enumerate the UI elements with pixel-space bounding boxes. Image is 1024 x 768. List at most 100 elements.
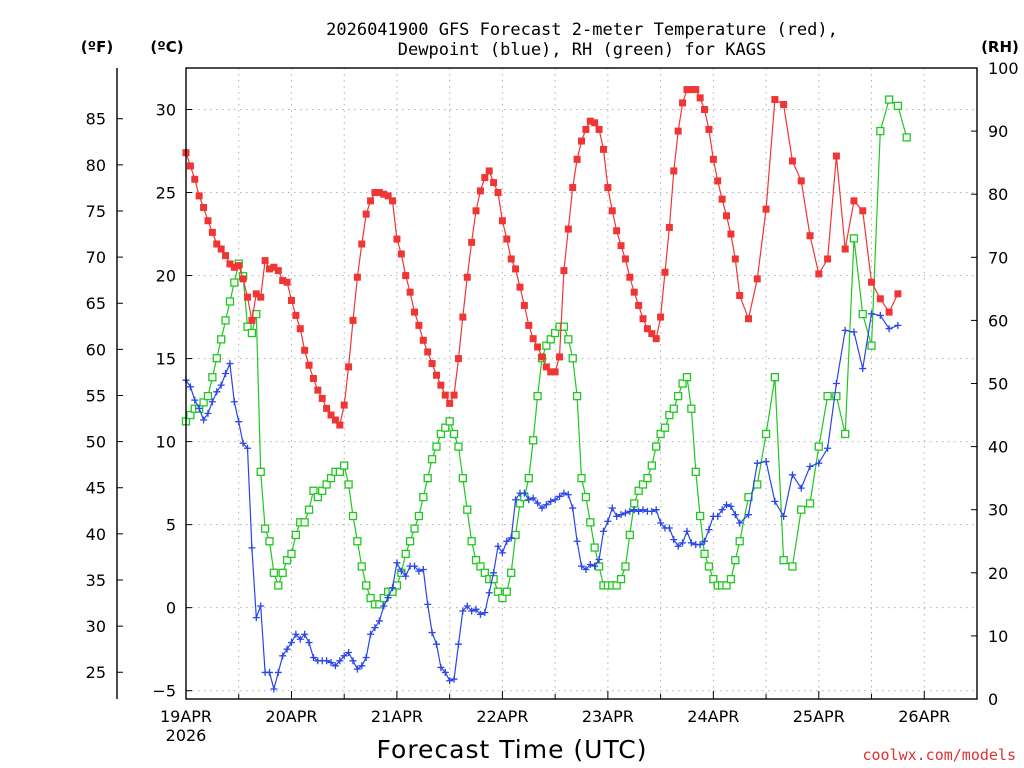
dewpoint-point	[384, 594, 392, 602]
rh-point	[823, 391, 832, 401]
dewpoint-point	[832, 380, 840, 387]
dewpoint-point	[630, 506, 638, 514]
dewpoint-point	[296, 635, 304, 643]
dewpoint-point	[599, 527, 607, 535]
2-meter-temperature-point	[608, 207, 616, 215]
rh-tick-label: 90	[988, 122, 1008, 141]
dewpoint-point	[481, 609, 489, 617]
dewpoint-point	[859, 365, 867, 373]
rh-point	[454, 442, 463, 451]
rh-point	[326, 473, 336, 483]
2-meter-temperature-point	[384, 192, 392, 200]
dewpoint-point	[586, 560, 594, 568]
dewpoint-point	[270, 685, 278, 693]
dewpoint-point	[244, 444, 252, 452]
celsius-unit-label: (ºC)	[150, 38, 183, 56]
2-meter-temperature-point	[393, 235, 401, 243]
2-meter-temperature-point	[705, 125, 713, 133]
fahrenheit-tick-label: 80	[86, 156, 106, 175]
dewpoint-point	[683, 527, 691, 535]
2-meter-temperature-point	[485, 167, 493, 175]
dewpoint-point	[841, 326, 849, 334]
dewpoint-point	[490, 569, 498, 577]
dewpoint-point	[648, 507, 656, 515]
rh-point	[287, 549, 296, 559]
rh-point	[471, 556, 481, 565]
2-meter-temperature-series	[182, 86, 902, 429]
2-meter-temperature-point	[331, 416, 339, 424]
2-meter-temperature-point	[498, 217, 506, 225]
fahrenheit-tick-label: 35	[86, 571, 106, 590]
2-meter-temperature-point	[753, 275, 761, 283]
credit-text: coolwx.com/models	[862, 746, 1016, 764]
rh-point	[313, 492, 322, 502]
rh-point	[568, 354, 577, 363]
2-meter-temperature-point	[665, 223, 673, 231]
dewpoint-point	[498, 549, 506, 557]
2-meter-temperature-point	[323, 404, 331, 412]
celsius-tick-label: 25	[156, 184, 176, 203]
rh-point	[300, 518, 309, 527]
2-meter-temperature-point	[195, 192, 203, 200]
rh-point	[230, 278, 239, 287]
dewpoint-point	[525, 496, 533, 504]
dewpoint-point	[411, 562, 419, 570]
dewpoint-point	[507, 534, 515, 542]
dewpoint-point	[191, 396, 199, 404]
2-meter-temperature-point	[643, 325, 651, 333]
celsius-tick-label: −5	[152, 682, 176, 701]
rh-unit-label: (RH)	[981, 38, 1019, 56]
dewpoint-point	[797, 484, 805, 492]
dewpoint-point	[393, 559, 401, 567]
dewpoint-point	[573, 537, 581, 545]
rh-point	[401, 549, 410, 559]
rh-point	[669, 404, 678, 413]
dewpoint-point	[358, 662, 366, 670]
rh-point	[423, 473, 432, 483]
2-meter-temperature-point	[639, 315, 647, 323]
rh-point	[542, 341, 551, 350]
2-meter-temperature-point	[472, 207, 480, 215]
2-meter-temperature-point	[314, 386, 322, 394]
dewpoint-point	[652, 506, 660, 514]
dewpoint-point	[806, 463, 814, 471]
2-meter-temperature-point	[327, 411, 335, 419]
rh-tick-label: 20	[988, 564, 1008, 583]
dewpoint-point	[292, 630, 300, 638]
rh-point	[638, 480, 648, 489]
2-meter-temperature-point	[661, 268, 669, 276]
dewpoint-point	[639, 506, 647, 514]
dewpoint-point	[696, 541, 704, 549]
rh-point	[441, 423, 450, 432]
rh-point	[616, 574, 626, 584]
dewpoint-point	[213, 388, 221, 396]
series-layer	[181, 86, 911, 693]
fahrenheit-tick-label: 55	[86, 386, 106, 405]
rh-point	[630, 499, 639, 508]
2-meter-temperature-point	[446, 399, 454, 407]
2-meter-temperature-point	[736, 291, 744, 299]
2-meter-temperature-point	[318, 394, 326, 402]
rh-point	[893, 101, 903, 111]
rh-point	[410, 524, 419, 533]
dewpoint-point	[582, 565, 590, 573]
2-meter-temperature-point	[208, 228, 216, 236]
dewpoint-point	[538, 504, 546, 512]
2-meter-temperature-point	[696, 94, 704, 102]
rh-point	[621, 562, 630, 571]
x-tick-label: 22APR	[476, 707, 528, 726]
2-meter-temperature-point	[437, 381, 445, 389]
rh-point	[348, 511, 358, 521]
dewpoint-point	[617, 511, 625, 519]
rh-point	[515, 499, 525, 508]
rh-point	[208, 373, 217, 382]
rh-point	[243, 322, 252, 331]
celsius-tick-label: 0	[166, 599, 176, 618]
2-meter-temperature-point	[257, 293, 265, 301]
rh-point	[682, 373, 692, 382]
2-meter-temperature-point	[674, 127, 682, 135]
rh-point	[656, 429, 665, 439]
2-meter-temperature-point	[648, 330, 656, 338]
2-meter-temperature-point	[424, 348, 432, 356]
